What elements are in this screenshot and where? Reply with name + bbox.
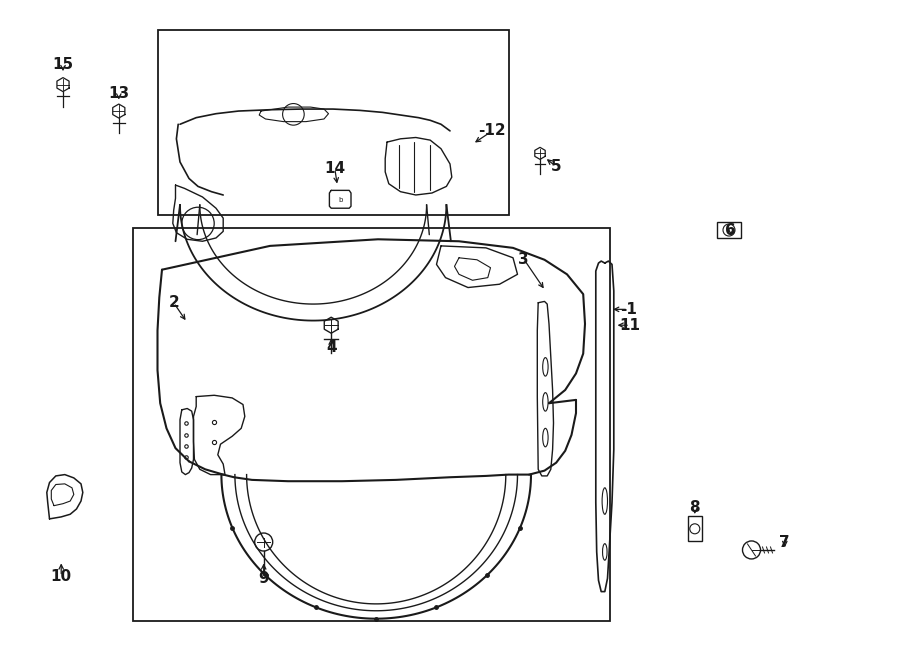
- Text: 14: 14: [324, 161, 346, 176]
- Text: -12: -12: [479, 124, 506, 138]
- Text: 5: 5: [551, 159, 562, 174]
- Text: 3: 3: [518, 252, 529, 266]
- Bar: [158, 30, 508, 215]
- Bar: [717, 222, 741, 238]
- Text: b: b: [338, 196, 342, 203]
- Text: 7: 7: [779, 535, 790, 549]
- Text: 2: 2: [168, 295, 179, 310]
- Text: -1: -1: [620, 302, 636, 317]
- Text: 10: 10: [50, 569, 72, 584]
- Text: 8: 8: [689, 500, 700, 515]
- Bar: [688, 516, 702, 541]
- Text: 9: 9: [258, 571, 269, 586]
- Text: 6: 6: [725, 223, 736, 237]
- Bar: [133, 228, 610, 621]
- Text: 4: 4: [326, 340, 337, 354]
- Text: 13: 13: [108, 87, 130, 101]
- Text: 11: 11: [619, 318, 641, 332]
- Text: 15: 15: [52, 58, 74, 72]
